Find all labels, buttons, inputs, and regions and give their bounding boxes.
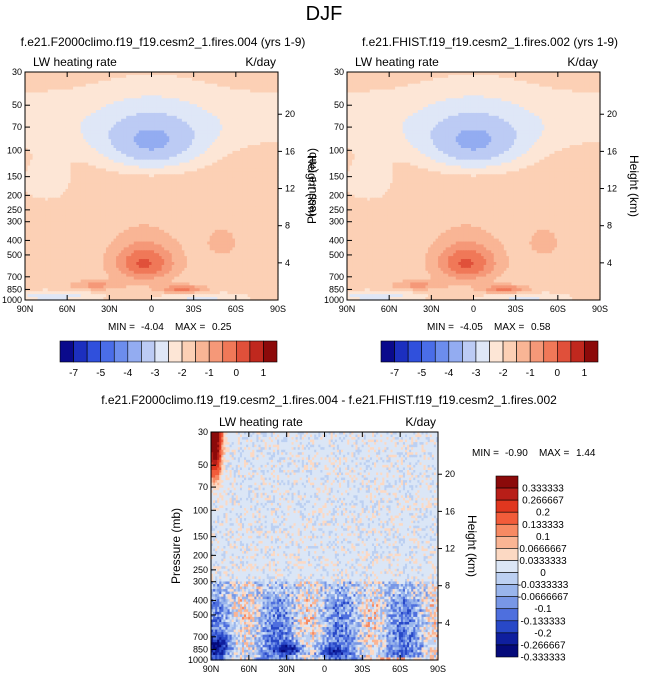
units-label: K/day bbox=[245, 55, 276, 69]
left-label: LW heating rate bbox=[33, 55, 117, 69]
main-title: DJF bbox=[306, 3, 343, 25]
panel-0: f.e21.F2000climo.f19_f19.cesm2_1.fires.0… bbox=[0, 35, 319, 333]
figure-canvas: DJF f.e21.F2000climo.f19_f19.cesm2_1.fir… bbox=[0, 0, 648, 683]
contour-field bbox=[25, 72, 279, 301]
panel-title: f.e21.F2000climo.f19_f19.cesm2_1.fires.0… bbox=[21, 35, 306, 49]
